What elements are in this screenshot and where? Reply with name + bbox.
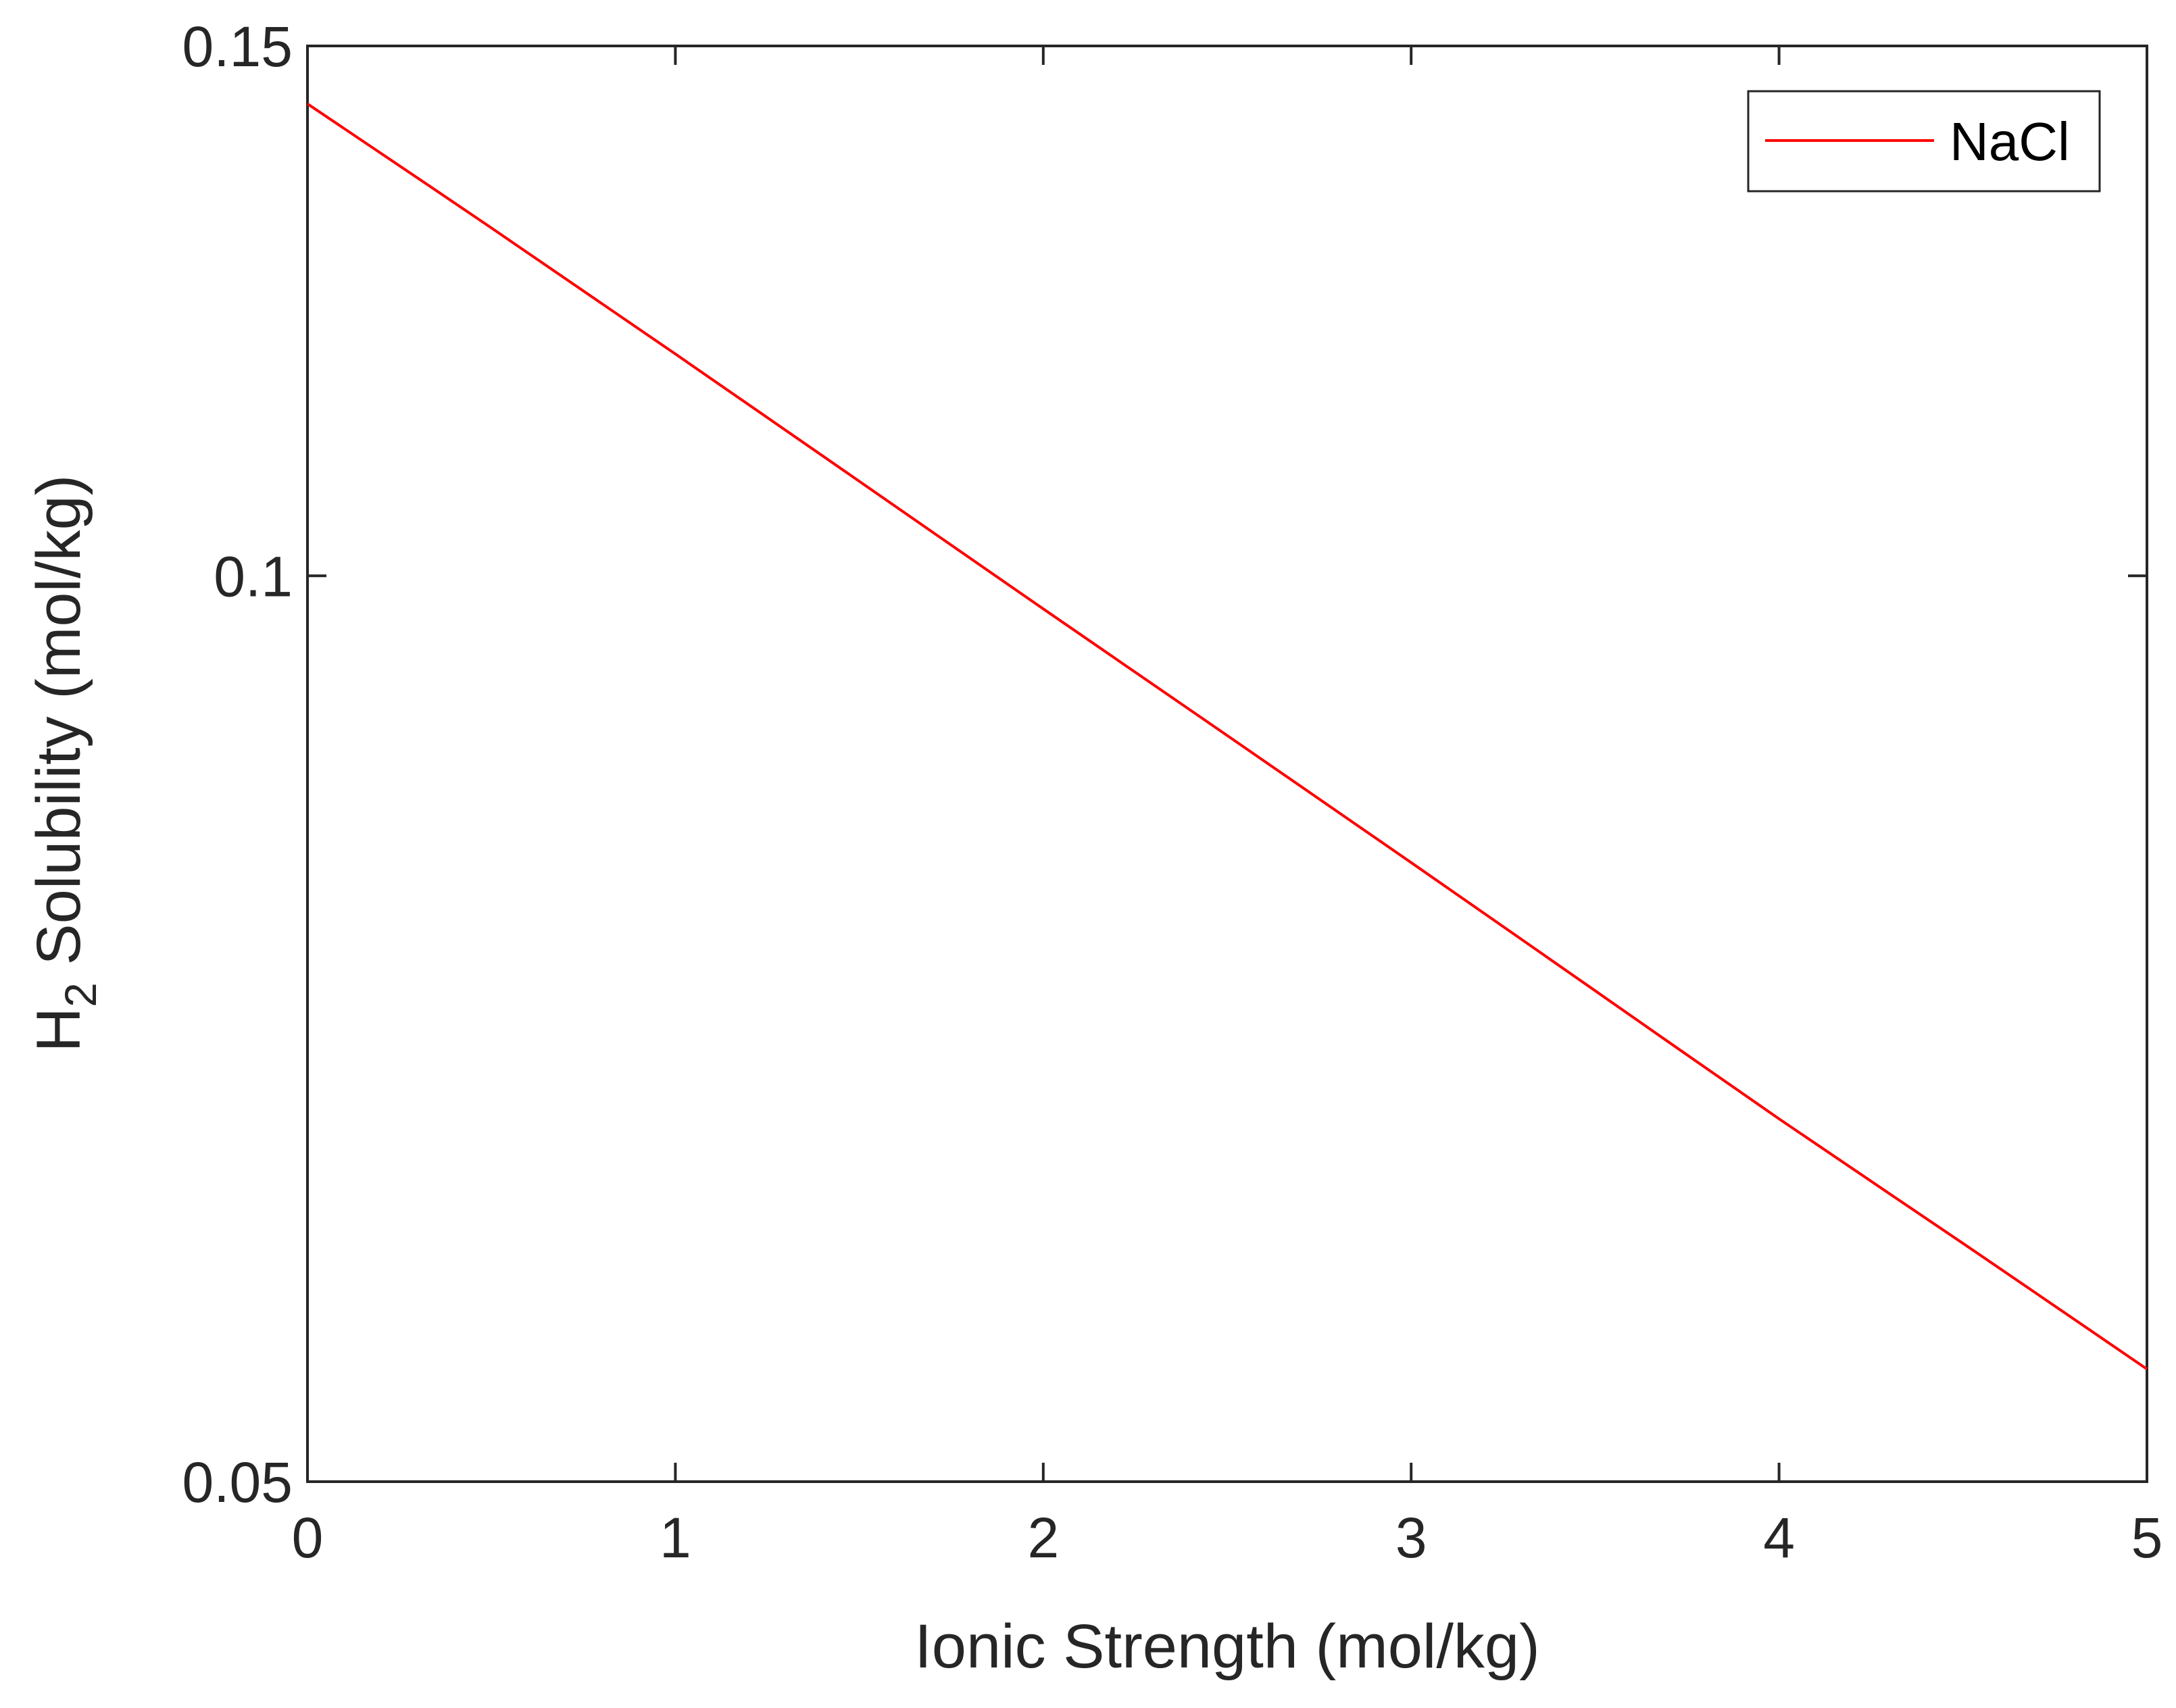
x-tick-label-3: 3 xyxy=(1395,1506,1427,1569)
x-tick-label-0: 0 xyxy=(292,1506,324,1569)
series-line-nacl xyxy=(306,103,2148,1370)
x-tick-label-1: 1 xyxy=(660,1506,691,1569)
axis-ticks xyxy=(306,45,2148,1483)
y-axis-title-suffix: Solubility (mol/kg) xyxy=(24,475,93,983)
y-axis-title: H2 Solubility (mol/kg) xyxy=(24,475,105,1053)
y-tick-label-0: 0.05 xyxy=(182,1451,293,1514)
y-axis-title-subscript: 2 xyxy=(55,982,105,1007)
legend-label-nacl: NaCl xyxy=(1950,111,2070,172)
y-axis-title-prefix: H xyxy=(24,1007,93,1052)
legend: NaCl xyxy=(1747,90,2101,193)
axis-tick-labels: 0 1 2 3 4 5 0.05 0.1 0.15 xyxy=(182,15,2163,1569)
y-tick-label-1: 0.1 xyxy=(214,545,293,608)
series-layer xyxy=(306,103,2148,1370)
x-tick-label-2: 2 xyxy=(1027,1506,1059,1569)
x-tick-label-5: 5 xyxy=(2131,1506,2163,1569)
y-tick-label-2: 0.15 xyxy=(182,15,293,78)
plot-area xyxy=(306,45,2148,1483)
x-tick-label-4: 4 xyxy=(1763,1506,1795,1569)
x-axis-title: Ionic Strength (mol/kg) xyxy=(914,1612,1539,1681)
